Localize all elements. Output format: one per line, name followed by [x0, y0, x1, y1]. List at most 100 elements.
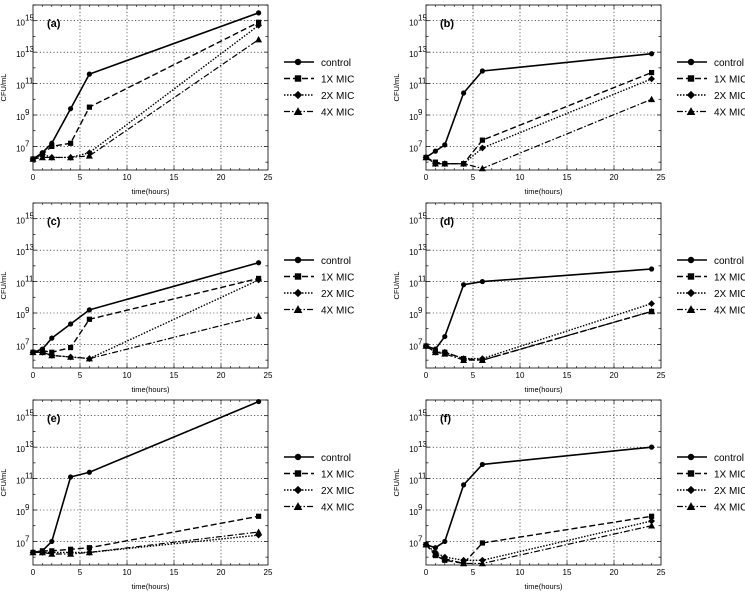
- panel-label: (d): [440, 216, 454, 228]
- data-point-circle: [432, 148, 438, 154]
- series-line-control: [425, 52, 652, 159]
- x-tick-label: 20: [217, 173, 226, 182]
- data-point-circle: [86, 71, 92, 77]
- y-tick-label-exponent: 15: [418, 409, 427, 418]
- data-point-triangle: [648, 307, 656, 315]
- y-tick-label-exponent: 13: [418, 243, 427, 252]
- data-point-triangle: [85, 152, 93, 159]
- legend-marker-triangle: [293, 107, 303, 115]
- panel-label: (c): [47, 216, 61, 228]
- y-tick-label-base: 10: [16, 508, 25, 517]
- data-point-square: [479, 540, 485, 546]
- data-point-circle: [86, 307, 92, 313]
- x-tick-label: 15: [563, 173, 572, 182]
- x-tick-label: 20: [217, 371, 226, 380]
- x-tick-label: 10: [123, 371, 132, 380]
- y-tick-label-exponent: 9: [418, 108, 423, 117]
- x-tick-label: 10: [516, 371, 525, 380]
- series-line-4x-mic: [425, 310, 652, 361]
- series-line-2x-mic: [33, 279, 259, 360]
- y-axis-title: CFU/mL: [392, 74, 401, 102]
- series-line-2x-mic: [425, 520, 652, 561]
- y-tick-label-base: 10: [409, 477, 418, 486]
- x-tick-label: 25: [264, 173, 273, 182]
- x-tick-label: 5: [78, 173, 83, 182]
- legend-marker-square: [687, 470, 695, 477]
- legend-marker-diamond: [686, 485, 696, 495]
- series-line-1x-mic: [425, 310, 652, 361]
- data-point-triangle: [67, 353, 75, 360]
- data-point-square: [256, 513, 262, 519]
- y-axis-title: CFU/mL: [0, 272, 8, 300]
- legend-marker-circle: [294, 58, 302, 66]
- x-tick-label: 15: [170, 371, 179, 380]
- data-point-triangle: [48, 550, 56, 557]
- x-tick-label: 15: [563, 568, 572, 577]
- y-tick-label-exponent: 11: [25, 77, 34, 86]
- data-point-triangle: [431, 160, 439, 167]
- y-tick-label-base: 10: [16, 82, 25, 91]
- y-tick-label-base: 10: [16, 217, 25, 226]
- y-tick-label-exponent: 15: [25, 212, 34, 221]
- data-point-triangle: [29, 348, 37, 356]
- x-tick-label: 15: [563, 371, 572, 380]
- series-line-1x-mic: [32, 21, 259, 160]
- y-tick-label-exponent: 9: [25, 306, 30, 315]
- y-tick-label-base: 10: [409, 414, 418, 423]
- legend-label: 1X MIC: [714, 470, 745, 481]
- data-point-square: [86, 104, 92, 110]
- legend-label: control: [714, 453, 744, 464]
- legend-label: control: [714, 58, 744, 69]
- x-tick-label: 0: [31, 568, 36, 577]
- y-tick-label-base: 10: [16, 280, 25, 289]
- y-tick-label-base: 10: [16, 113, 25, 122]
- series-line-control: [425, 446, 652, 549]
- data-point-circle: [68, 474, 74, 480]
- y-tick-label-base: 10: [409, 82, 418, 91]
- data-point-triangle: [648, 95, 656, 103]
- data-point-triangle: [460, 559, 468, 567]
- data-point-triangle: [85, 548, 93, 556]
- y-tick-label-base: 10: [16, 144, 25, 153]
- data-point-diamond: [255, 22, 262, 29]
- data-point-triangle: [38, 548, 46, 556]
- legend-marker-circle: [294, 256, 302, 264]
- legend-marker-triangle: [686, 107, 696, 115]
- legend-marker-circle: [687, 453, 695, 461]
- plot-frame: [32, 399, 269, 566]
- y-tick-label-base: 10: [409, 50, 418, 59]
- data-point-square: [86, 545, 92, 551]
- data-point-triangle: [478, 164, 486, 172]
- data-point-circle: [49, 335, 55, 341]
- legend-marker-triangle: [293, 502, 303, 510]
- data-point-triangle: [422, 342, 430, 349]
- x-tick-label: 0: [31, 173, 36, 182]
- y-axis-title: CFU/mL: [392, 272, 401, 300]
- legend-label: 2X MIC: [714, 289, 745, 300]
- data-point-circle: [479, 68, 485, 74]
- legend-label: 1X MIC: [714, 273, 745, 284]
- y-tick-label-exponent: 15: [25, 14, 34, 23]
- data-point-triangle: [85, 355, 93, 362]
- x-tick-label: 25: [264, 371, 273, 380]
- y-tick-label-base: 10: [409, 539, 418, 548]
- data-point-triangle: [255, 528, 263, 535]
- chart-panel-2: 0 5 10 15 20 25107109101110131015time(hours)C…: [0, 202, 354, 394]
- data-point-circle: [86, 469, 92, 475]
- series-line-control: [425, 268, 652, 350]
- legend-label: 4X MIC: [321, 108, 354, 119]
- y-tick-label-base: 10: [16, 342, 25, 351]
- data-point-circle: [442, 333, 448, 340]
- legend-label: 2X MIC: [321, 91, 354, 102]
- data-point-triangle: [431, 550, 439, 557]
- y-axis-title: CFU/mL: [0, 74, 8, 102]
- data-point-diamond: [479, 144, 486, 152]
- data-point-circle: [461, 282, 467, 288]
- data-point-circle: [649, 444, 655, 450]
- x-tick-label: 5: [78, 371, 83, 380]
- y-tick-label-exponent: 11: [25, 472, 34, 481]
- y-tick-label-base: 10: [409, 311, 418, 320]
- y-tick-label-exponent: 7: [418, 337, 423, 346]
- panel-label: (b): [440, 18, 454, 30]
